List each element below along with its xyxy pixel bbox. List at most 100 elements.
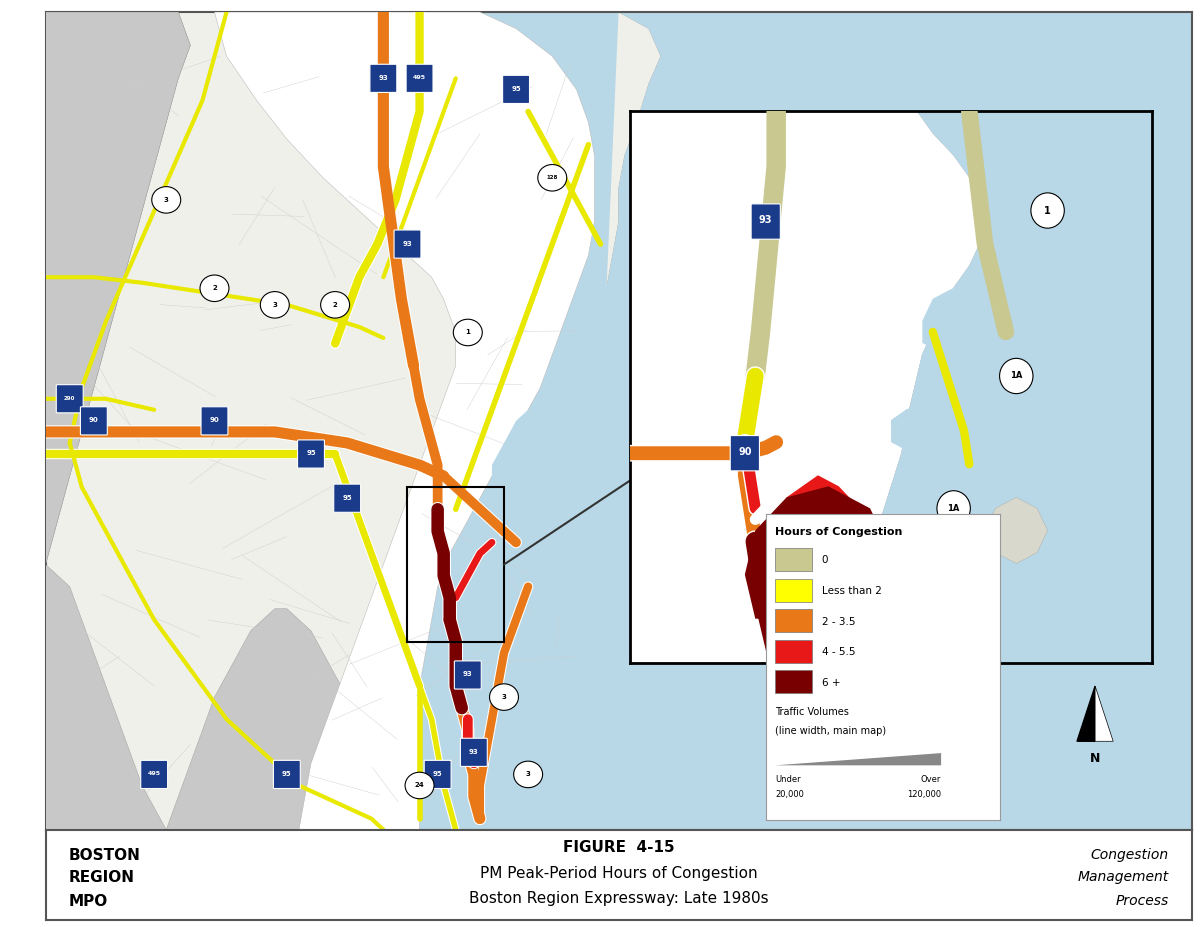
Text: Process: Process xyxy=(1116,895,1169,908)
Polygon shape xyxy=(1096,686,1114,742)
Text: 120,000: 120,000 xyxy=(907,790,941,799)
Circle shape xyxy=(260,292,289,318)
Text: 95: 95 xyxy=(306,451,316,456)
FancyBboxPatch shape xyxy=(56,385,83,413)
Text: 3: 3 xyxy=(526,771,530,778)
FancyBboxPatch shape xyxy=(394,230,421,258)
FancyBboxPatch shape xyxy=(461,738,487,767)
Polygon shape xyxy=(839,111,1152,663)
Circle shape xyxy=(320,292,349,318)
Text: 20,000: 20,000 xyxy=(775,790,804,799)
Polygon shape xyxy=(420,12,1192,830)
Bar xyxy=(775,578,812,602)
Text: Less than 2: Less than 2 xyxy=(822,586,882,596)
Polygon shape xyxy=(745,487,890,641)
Text: BOSTON: BOSTON xyxy=(68,847,140,863)
Text: N: N xyxy=(1090,753,1100,766)
Text: Under: Under xyxy=(775,775,800,783)
Polygon shape xyxy=(776,476,859,575)
Text: REGION: REGION xyxy=(68,870,134,885)
Polygon shape xyxy=(985,498,1048,564)
Text: Over: Over xyxy=(920,775,941,783)
Text: 1A: 1A xyxy=(948,504,960,513)
Text: 0: 0 xyxy=(827,774,833,783)
FancyBboxPatch shape xyxy=(731,436,760,471)
Text: 495: 495 xyxy=(413,75,426,81)
Polygon shape xyxy=(46,12,661,830)
Circle shape xyxy=(454,319,482,346)
Text: 2: 2 xyxy=(212,286,217,291)
Bar xyxy=(775,640,812,663)
Polygon shape xyxy=(923,287,974,354)
Text: 2: 2 xyxy=(332,302,337,308)
Text: 95: 95 xyxy=(342,495,352,501)
Circle shape xyxy=(1031,193,1064,228)
Bar xyxy=(775,609,812,632)
Text: Boston Region Expressway: Late 1980s: Boston Region Expressway: Late 1980s xyxy=(469,891,768,906)
Text: MPO: MPO xyxy=(68,895,108,909)
Text: FIGURE  4-15: FIGURE 4-15 xyxy=(563,841,674,856)
Bar xyxy=(775,670,812,693)
Text: 2 - 3.5: 2 - 3.5 xyxy=(822,616,856,627)
Text: 3: 3 xyxy=(163,197,169,203)
Text: 8 Miles: 8 Miles xyxy=(960,774,989,783)
Text: 90: 90 xyxy=(738,447,751,457)
Text: Hours of Congestion: Hours of Congestion xyxy=(775,527,902,537)
Text: 1: 1 xyxy=(466,329,470,336)
Circle shape xyxy=(1000,359,1033,394)
Bar xyxy=(902,758,974,768)
Polygon shape xyxy=(890,403,938,453)
Text: Management: Management xyxy=(1078,870,1169,884)
Text: (line width, main map): (line width, main map) xyxy=(775,726,886,735)
Polygon shape xyxy=(215,12,594,830)
Polygon shape xyxy=(630,111,985,663)
FancyBboxPatch shape xyxy=(140,760,168,789)
Text: PM Peak-Period Hours of Congestion: PM Peak-Period Hours of Congestion xyxy=(480,866,757,881)
Text: 24: 24 xyxy=(415,782,425,789)
Circle shape xyxy=(937,490,971,526)
Text: 1A: 1A xyxy=(1010,372,1022,380)
FancyBboxPatch shape xyxy=(503,75,529,104)
Text: 128: 128 xyxy=(546,175,558,180)
Text: 90: 90 xyxy=(89,417,98,424)
Text: 4 - 5.5: 4 - 5.5 xyxy=(822,647,856,657)
Text: 93: 93 xyxy=(469,749,479,755)
Text: Congestion: Congestion xyxy=(1091,847,1169,862)
FancyBboxPatch shape xyxy=(274,760,300,789)
FancyBboxPatch shape xyxy=(80,407,107,435)
Text: 1: 1 xyxy=(1044,206,1051,215)
Circle shape xyxy=(514,761,542,788)
Polygon shape xyxy=(46,12,191,565)
Text: 93: 93 xyxy=(463,671,473,678)
Circle shape xyxy=(490,684,518,710)
FancyBboxPatch shape xyxy=(370,64,397,93)
Text: 3: 3 xyxy=(502,694,506,700)
Text: 93: 93 xyxy=(403,240,413,247)
Text: 290: 290 xyxy=(64,396,76,400)
FancyBboxPatch shape xyxy=(455,661,481,689)
Bar xyxy=(775,548,812,571)
Text: 0: 0 xyxy=(822,555,828,565)
FancyBboxPatch shape xyxy=(334,484,361,513)
Text: 95: 95 xyxy=(511,86,521,92)
FancyBboxPatch shape xyxy=(425,760,451,789)
FancyBboxPatch shape xyxy=(406,64,433,93)
Polygon shape xyxy=(775,753,941,766)
FancyBboxPatch shape xyxy=(751,204,780,239)
Circle shape xyxy=(200,275,229,301)
Bar xyxy=(829,758,902,768)
Polygon shape xyxy=(46,12,191,565)
Text: 95: 95 xyxy=(282,771,292,777)
Text: 90: 90 xyxy=(210,417,220,424)
FancyBboxPatch shape xyxy=(202,407,228,435)
Text: 93: 93 xyxy=(758,215,773,225)
Text: 3: 3 xyxy=(272,302,277,308)
Text: 93: 93 xyxy=(378,75,389,81)
Text: 95: 95 xyxy=(433,771,443,777)
Circle shape xyxy=(406,772,434,799)
Polygon shape xyxy=(492,410,540,498)
Bar xyxy=(408,488,504,641)
Polygon shape xyxy=(46,609,420,830)
Text: 495: 495 xyxy=(148,771,161,777)
Text: 6 +: 6 + xyxy=(822,678,840,688)
